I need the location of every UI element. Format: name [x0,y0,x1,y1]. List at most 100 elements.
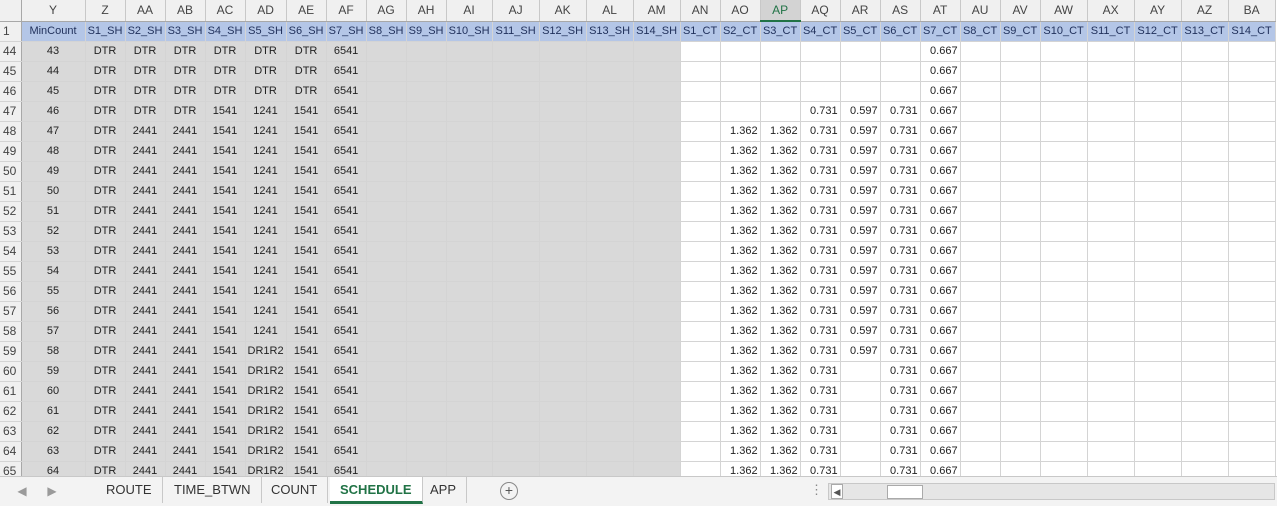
grid-cell[interactable]: 6541 [326,61,367,82]
grid-cell[interactable] [1040,321,1088,342]
grid-cell[interactable]: 0.597 [840,281,881,302]
grid-cell[interactable] [960,281,1001,302]
grid-cell[interactable]: 44 [21,61,86,82]
grid-cell[interactable] [633,221,681,242]
grid-cell[interactable]: 2441 [125,241,166,262]
grid-cell[interactable] [446,121,493,142]
grid-cell[interactable]: 64 [21,461,86,476]
grid-cell[interactable]: 0.731 [800,241,841,262]
grid-cell[interactable] [366,381,407,402]
grid-cell[interactable]: 0.667 [920,341,961,362]
grid-cell[interactable] [446,181,493,202]
grid-cell[interactable]: 6541 [326,281,367,302]
grid-cell[interactable]: 0.731 [800,181,841,202]
grid-cell[interactable] [539,301,587,322]
grid-cell[interactable] [539,401,587,422]
grid-cell[interactable]: 6541 [326,101,367,122]
grid-cell[interactable]: DTR [125,81,166,102]
grid-cell[interactable]: 0.731 [800,221,841,242]
grid-cell[interactable] [539,361,587,382]
grid-cell[interactable] [539,61,587,82]
grid-cell[interactable] [1040,361,1088,382]
grid-cell[interactable]: 1241 [245,281,287,302]
grid-cell[interactable]: 0.667 [920,221,961,242]
grid-cell[interactable] [1000,361,1041,382]
grid-cell[interactable] [1000,201,1041,222]
grid-cell[interactable] [406,101,447,122]
grid-cell[interactable] [1000,121,1041,142]
header-cell[interactable]: S9_SH [406,21,447,42]
grid-cell[interactable]: 2441 [165,461,206,476]
grid-cell[interactable] [680,221,721,242]
grid-cell[interactable]: 1.362 [720,441,761,462]
grid-cell[interactable] [446,381,493,402]
grid-cell[interactable]: 0.731 [800,361,841,382]
grid-cell[interactable] [633,361,681,382]
header-cell[interactable]: S1_CT [680,21,721,42]
grid-cell[interactable]: 6541 [326,221,367,242]
grid-cell[interactable] [800,81,841,102]
grid-cell[interactable] [586,341,634,362]
header-cell[interactable]: S7_CT [920,21,961,42]
grid-cell[interactable] [680,281,721,302]
grid-cell[interactable]: DTR [85,221,126,242]
grid-cell[interactable] [633,101,681,122]
grid-cell[interactable]: 1.362 [720,121,761,142]
grid-cell[interactable] [366,241,407,262]
grid-cell[interactable] [680,301,721,322]
grid-cell[interactable] [1040,381,1088,402]
grid-cell[interactable]: 0.667 [920,161,961,182]
grid-cell[interactable] [1228,361,1276,382]
grid-cell[interactable] [586,101,634,122]
grid-cell[interactable]: 0.597 [840,221,881,242]
column-header-ab[interactable]: AB [165,0,206,22]
column-header-as[interactable]: AS [880,0,921,22]
column-header-ad[interactable]: AD [245,0,287,22]
grid-cell[interactable]: 1541 [286,181,327,202]
grid-cell[interactable]: 1.362 [720,361,761,382]
grid-cell[interactable]: 1.362 [720,141,761,162]
column-header-av[interactable]: AV [1000,0,1041,22]
grid-cell[interactable] [1134,401,1182,422]
grid-cell[interactable]: 6541 [326,381,367,402]
grid-cell[interactable] [586,421,634,442]
grid-cell[interactable] [1134,341,1182,362]
grid-cell[interactable] [1181,141,1229,162]
grid-cell[interactable] [633,341,681,362]
grid-cell[interactable]: 45 [21,81,86,102]
grid-cell[interactable] [633,401,681,422]
grid-cell[interactable] [446,441,493,462]
grid-cell[interactable] [1134,161,1182,182]
grid-cell[interactable]: 1541 [205,141,246,162]
grid-cell[interactable]: 1541 [286,241,327,262]
grid-cell[interactable] [1181,461,1229,476]
grid-cell[interactable]: DTR [205,81,246,102]
grid-cell[interactable]: 1541 [286,461,327,476]
grid-cell[interactable] [1181,181,1229,202]
grid-cell[interactable] [680,401,721,422]
grid-cell[interactable]: 0.667 [920,321,961,342]
grid-cell[interactable]: 0.731 [880,421,921,442]
grid-cell[interactable]: DTR [85,81,126,102]
grid-cell[interactable] [960,81,1001,102]
grid-cell[interactable] [406,301,447,322]
header-cell[interactable]: S14_SH [633,21,681,42]
grid-cell[interactable] [960,241,1001,262]
grid-cell[interactable] [492,241,540,262]
grid-cell[interactable]: 1.362 [760,441,801,462]
grid-cell[interactable] [446,261,493,282]
row-number[interactable]: 47 [0,101,22,122]
grid-cell[interactable]: 55 [21,281,86,302]
grid-cell[interactable]: 6541 [326,361,367,382]
grid-cell[interactable]: 1541 [205,341,246,362]
grid-cell[interactable] [539,321,587,342]
grid-cell[interactable] [586,461,634,476]
grid-cell[interactable] [586,141,634,162]
grid-cell[interactable]: DTR [85,461,126,476]
grid-cell[interactable]: 63 [21,441,86,462]
grid-cell[interactable]: 2441 [165,141,206,162]
grid-cell[interactable] [1228,41,1276,62]
grid-cell[interactable]: DTR [125,41,166,62]
grid-cell[interactable] [633,241,681,262]
grid-cell[interactable]: DTR [85,421,126,442]
